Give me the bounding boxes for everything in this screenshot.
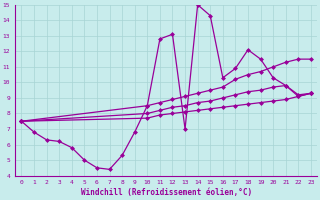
X-axis label: Windchill (Refroidissement éolien,°C): Windchill (Refroidissement éolien,°C) bbox=[81, 188, 252, 197]
